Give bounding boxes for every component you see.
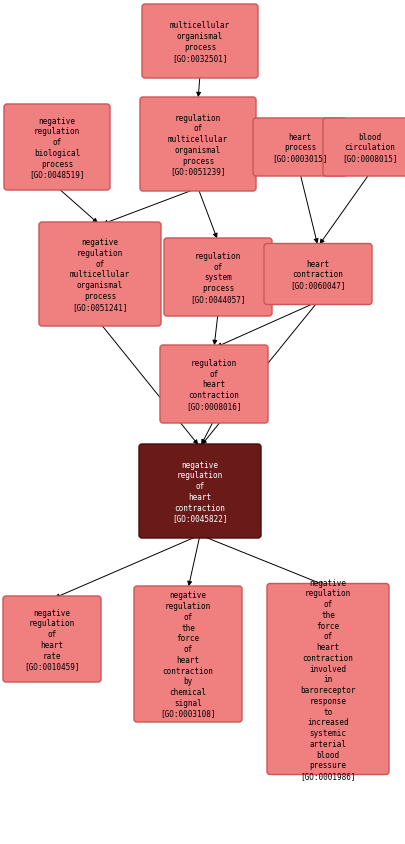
Text: negative
regulation
of
heart
rate
[GO:0010459]: negative regulation of heart rate [GO:00… bbox=[24, 608, 79, 671]
FancyBboxPatch shape bbox=[164, 239, 271, 316]
FancyBboxPatch shape bbox=[39, 223, 161, 327]
Text: regulation
of
multicellular
organismal
process
[GO:0051239]: regulation of multicellular organismal p… bbox=[168, 113, 228, 176]
Text: multicellular
organismal
process
[GO:0032501]: multicellular organismal process [GO:003… bbox=[170, 21, 230, 62]
FancyBboxPatch shape bbox=[140, 98, 256, 192]
FancyBboxPatch shape bbox=[134, 587, 241, 722]
Text: heart
process
[GO:0003015]: heart process [GO:0003015] bbox=[272, 133, 327, 163]
FancyBboxPatch shape bbox=[322, 119, 405, 176]
FancyBboxPatch shape bbox=[142, 5, 257, 78]
Text: negative
regulation
of
biological
process
[GO:0048519]: negative regulation of biological proces… bbox=[29, 116, 85, 179]
Text: regulation
of
heart
contraction
[GO:0008016]: regulation of heart contraction [GO:0008… bbox=[186, 359, 241, 410]
Text: negative
regulation
of
heart
contraction
[GO:0045822]: negative regulation of heart contraction… bbox=[172, 460, 227, 522]
FancyBboxPatch shape bbox=[252, 119, 346, 176]
FancyBboxPatch shape bbox=[266, 584, 388, 775]
Text: blood
circulation
[GO:0008015]: blood circulation [GO:0008015] bbox=[341, 133, 397, 163]
FancyBboxPatch shape bbox=[160, 345, 267, 424]
Text: negative
regulation
of
the
force
of
heart
contraction
by
chemical
signal
[GO:000: negative regulation of the force of hear… bbox=[160, 591, 215, 717]
Text: regulation
of
system
process
[GO:0044057]: regulation of system process [GO:0044057… bbox=[190, 252, 245, 304]
FancyBboxPatch shape bbox=[4, 105, 110, 191]
FancyBboxPatch shape bbox=[263, 244, 371, 306]
Text: negative
regulation
of
the
force
of
heart
contraction
involved
in
baroreceptor
r: negative regulation of the force of hear… bbox=[300, 578, 355, 781]
Text: heart
contraction
[GO:0060047]: heart contraction [GO:0060047] bbox=[290, 259, 345, 289]
FancyBboxPatch shape bbox=[139, 445, 260, 538]
Text: negative
regulation
of
multicellular
organismal
process
[GO:0051241]: negative regulation of multicellular org… bbox=[70, 238, 130, 311]
FancyBboxPatch shape bbox=[3, 597, 101, 682]
